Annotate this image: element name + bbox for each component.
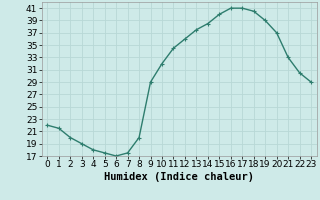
X-axis label: Humidex (Indice chaleur): Humidex (Indice chaleur) [104,172,254,182]
